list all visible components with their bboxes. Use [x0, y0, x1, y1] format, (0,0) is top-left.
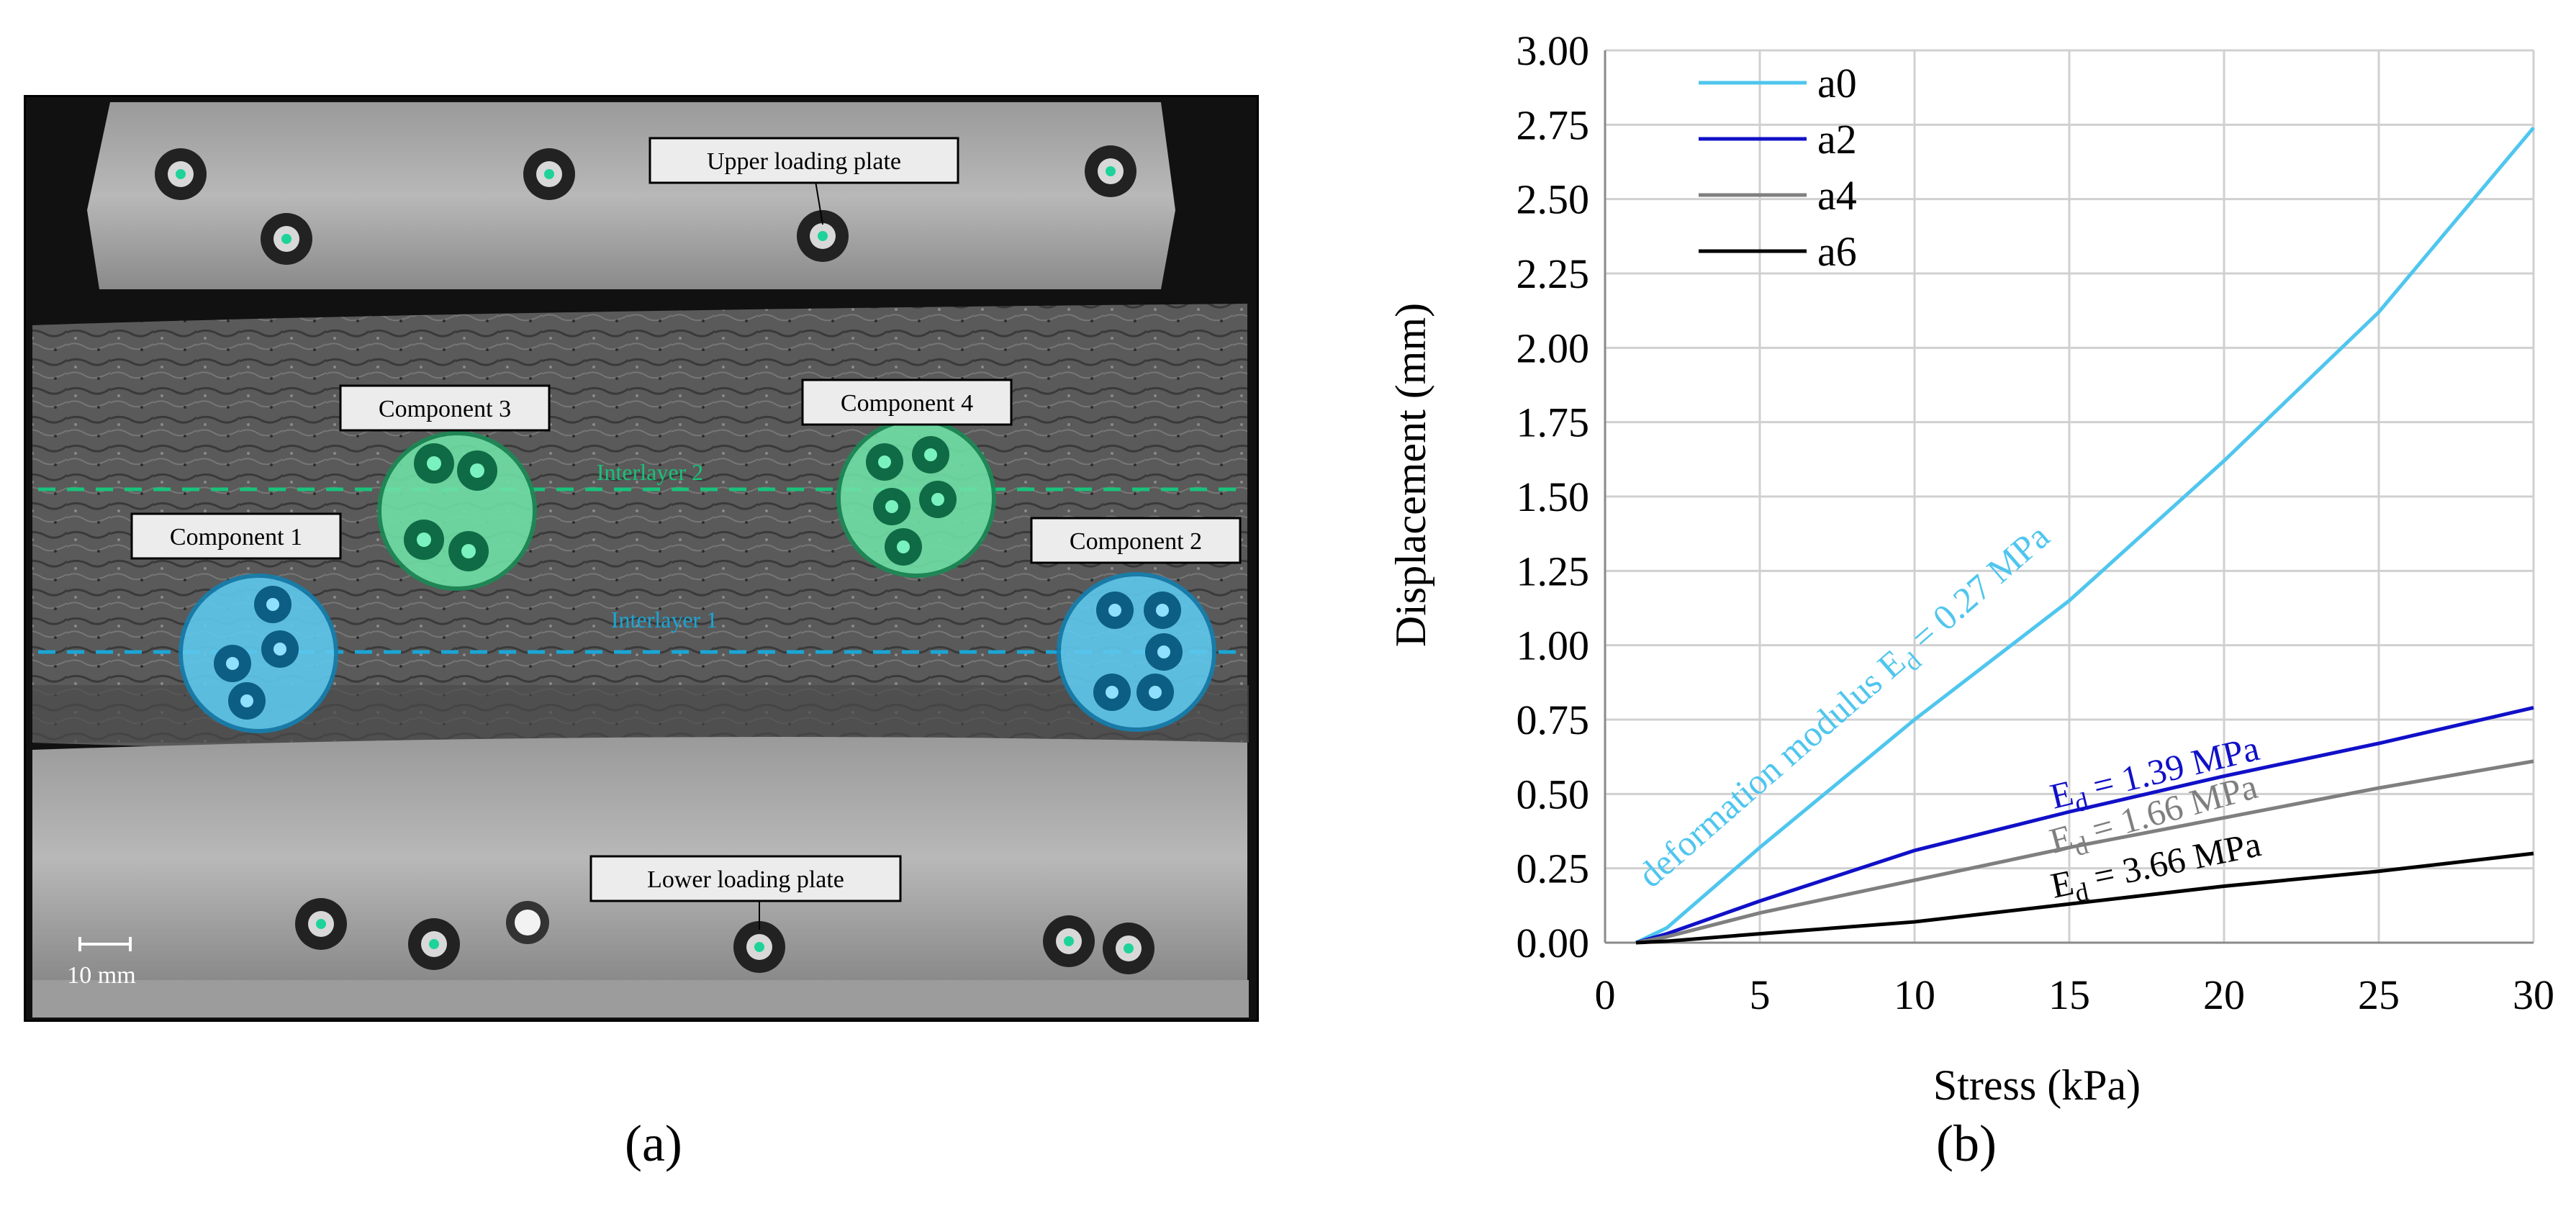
marker	[261, 213, 312, 265]
lower-plate-label: Lower loading plate	[647, 866, 844, 893]
specimen-photo: Upper loading plate Lower loading plate …	[22, 93, 1261, 1024]
scale-label: 10 mm	[67, 962, 135, 989]
x-tick-label: 5	[1750, 971, 1771, 1018]
y-axis-label: Displacement (mm)	[1387, 303, 1434, 647]
marker	[797, 210, 849, 262]
marker	[733, 921, 785, 973]
series-line-a0	[1635, 126, 2535, 945]
label-component-2: Component 2	[1030, 517, 1242, 564]
caption-a: (a)	[625, 1115, 682, 1172]
x-tick-label: 15	[2048, 971, 2090, 1018]
interlayer-2-label: Interlayer 2	[597, 459, 703, 485]
upper-loading-plate	[87, 102, 1175, 289]
legend-label-a0: a0	[1817, 60, 1857, 107]
component-1-label: Component 1	[170, 524, 302, 550]
scale-bar: 10 mm	[67, 937, 136, 989]
label-component-3: Component 3	[339, 384, 551, 432]
marker	[523, 148, 575, 200]
base-strip	[32, 980, 1249, 1018]
y-tick-label: 0.00	[1517, 920, 1590, 966]
y-tick-label: 2.50	[1517, 176, 1590, 223]
label-component-1: Component 1	[130, 512, 342, 560]
x-tick-label: 20	[2203, 971, 2245, 1018]
y-tick-label: 0.25	[1517, 846, 1590, 892]
x-tick-label: 30	[2513, 971, 2554, 1018]
component-2	[1057, 572, 1216, 732]
plate-markers	[155, 145, 1154, 974]
legend-label-a6: a6	[1817, 228, 1857, 275]
x-tick-label: 10	[1894, 971, 1935, 1018]
label-lower-plate: Lower loading plate	[589, 855, 902, 930]
y-tick-label: 0.75	[1517, 697, 1590, 743]
component-3-label: Component 3	[379, 396, 511, 422]
marker	[506, 901, 549, 944]
x-axis-label: Stress (kPa)	[1933, 1061, 2141, 1109]
component-3	[377, 431, 537, 591]
series-line-a2	[1635, 706, 2534, 945]
marker	[1085, 145, 1136, 197]
label-component-4: Component 4	[801, 379, 1013, 426]
x-tick-label: 25	[2358, 971, 2400, 1018]
component-4	[836, 418, 996, 578]
chart-series	[1635, 126, 2535, 945]
component-1	[178, 574, 338, 733]
chart-legend: a0 a2 a4 a6	[1699, 60, 1857, 275]
x-tick-label: 0	[1595, 971, 1616, 1018]
annotation-a0: deformation modulus Ed = 0.27 MPa	[1630, 516, 2061, 900]
caption-b: (b)	[1936, 1115, 1997, 1172]
y-tick-label: 0.50	[1517, 771, 1590, 817]
component-4-label: Component 4	[841, 390, 973, 417]
y-tick-label: 1.25	[1517, 548, 1590, 594]
series-line-a4	[1635, 759, 2534, 945]
y-tick-label: 1.00	[1517, 622, 1590, 669]
marker	[1043, 915, 1095, 967]
chart-ticks: 0 5 10 15 20 25 30 0.00 0.25 0.50 0.75 1.00 1.25 1.50…	[1517, 27, 2555, 1018]
interlayer-1-label: Interlayer 1	[611, 607, 718, 633]
y-tick-label: 1.75	[1517, 399, 1590, 446]
y-tick-label: 3.00	[1517, 27, 1590, 74]
series-line-a6	[1635, 851, 2534, 945]
displacement-chart: 0 5 10 15 20 25 30 0.00 0.25 0.50 0.75 1.00 1.25 1.50…	[1387, 27, 2555, 1109]
y-tick-label: 2.25	[1517, 250, 1590, 297]
y-tick-label: 1.50	[1517, 473, 1590, 520]
specimen-photo-panel: Upper loading plate Lower loading plate …	[22, 93, 1261, 1024]
component-2-label: Component 2	[1070, 528, 1202, 555]
marker	[155, 148, 207, 200]
upper-plate-label: Upper loading plate	[707, 148, 901, 175]
y-tick-label: 2.00	[1517, 325, 1590, 371]
chart-axes	[1604, 50, 2534, 944]
marker	[1103, 923, 1154, 974]
displacement-chart-panel: 0 5 10 15 20 25 30 0.00 0.25 0.50 0.75 1.00 1.25 1.50…	[1346, 14, 2570, 1115]
y-tick-label: 2.75	[1517, 101, 1590, 148]
marker	[408, 918, 460, 970]
marker	[295, 898, 347, 950]
legend-label-a2: a2	[1817, 116, 1857, 163]
label-upper-plate: Upper loading plate	[648, 137, 959, 225]
legend-label-a4: a4	[1817, 172, 1857, 219]
